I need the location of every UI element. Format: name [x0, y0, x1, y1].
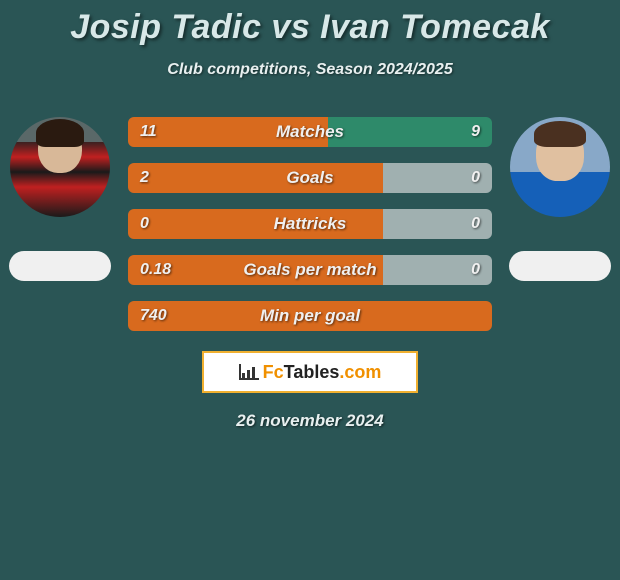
player-left-flag	[9, 251, 111, 281]
logo-text: FcTables.com	[263, 362, 382, 383]
stat-left-value: 0.18	[140, 261, 171, 279]
stat-left-value: 11	[140, 123, 157, 141]
stat-bars: 11 Matches 9 2 Goals 0 0 Hattricks 0 0.18 Goals pe…	[120, 117, 500, 331]
barchart-icon	[239, 364, 259, 380]
stat-label: Goals per match	[243, 260, 376, 280]
player-right-avatar	[510, 117, 610, 217]
stat-bar: 11 Matches 9	[128, 117, 492, 147]
subtitle: Club competitions, Season 2024/2025	[0, 61, 620, 79]
page-title: Josip Tadic vs Ivan Tomecak	[0, 8, 620, 47]
stat-bar: 0 Hattricks 0	[128, 209, 492, 239]
comparison-card: Josip Tadic vs Ivan Tomecak Club competi…	[0, 0, 620, 431]
stat-label: Matches	[276, 122, 344, 142]
player-right-flag	[509, 251, 611, 281]
date-text: 26 november 2024	[0, 411, 620, 431]
source-logo: FcTables.com	[202, 351, 418, 393]
stat-right-value: 9	[471, 123, 480, 141]
player-left-column	[0, 117, 120, 281]
stat-label: Goals	[286, 168, 333, 188]
stat-bar: 0.18 Goals per match 0	[128, 255, 492, 285]
player-left-avatar	[10, 117, 110, 217]
player-right-column	[500, 117, 620, 281]
stat-label: Hattricks	[274, 214, 347, 234]
stat-bar: 2 Goals 0	[128, 163, 492, 193]
content-row: 11 Matches 9 2 Goals 0 0 Hattricks 0 0.18 Goals pe…	[0, 117, 620, 331]
stat-right-value: 0	[471, 215, 480, 233]
stat-right-value: 0	[471, 169, 480, 187]
stat-left-value: 2	[140, 169, 149, 187]
stat-right-value: 0	[471, 261, 480, 279]
stat-label: Min per goal	[260, 306, 360, 326]
stat-left-value: 740	[140, 307, 167, 325]
stat-bar: 740 Min per goal	[128, 301, 492, 331]
stat-left-value: 0	[140, 215, 149, 233]
